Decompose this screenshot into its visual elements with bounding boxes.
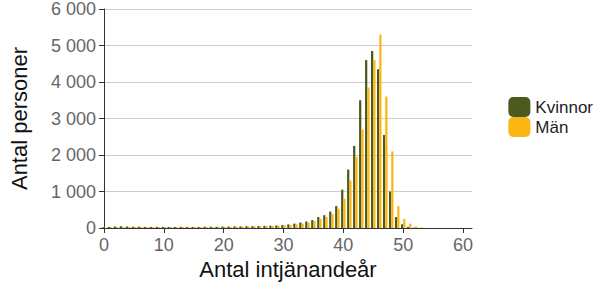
- svg-text:50: 50: [393, 235, 413, 255]
- svg-text:Antal personer: Antal personer: [7, 47, 32, 190]
- svg-text:Kvinnor: Kvinnor: [535, 98, 593, 117]
- svg-text:6 000: 6 000: [51, 0, 96, 19]
- svg-text:0: 0: [86, 218, 96, 238]
- svg-text:2 000: 2 000: [51, 145, 96, 165]
- svg-text:30: 30: [273, 235, 293, 255]
- svg-text:3 000: 3 000: [51, 109, 96, 129]
- svg-text:5 000: 5 000: [51, 36, 96, 56]
- svg-text:Antal intjänandeår: Antal intjänandeår: [199, 257, 376, 282]
- svg-text:20: 20: [214, 235, 234, 255]
- svg-text:Män: Män: [535, 118, 568, 137]
- svg-text:1 000: 1 000: [51, 182, 96, 202]
- svg-text:0: 0: [99, 235, 109, 255]
- svg-text:4 000: 4 000: [51, 72, 96, 92]
- svg-text:40: 40: [333, 235, 353, 255]
- svg-text:60: 60: [453, 235, 473, 255]
- svg-text:10: 10: [154, 235, 174, 255]
